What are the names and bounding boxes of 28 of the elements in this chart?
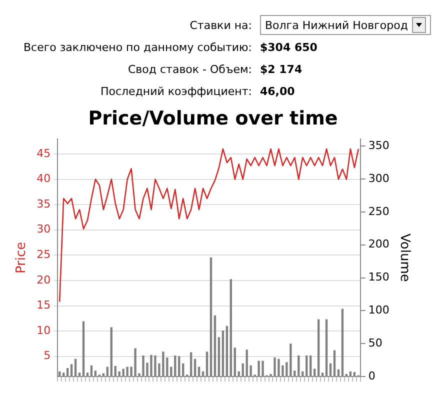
text: $2 174	[260, 62, 302, 76]
y-tick-label: 20	[36, 273, 51, 286]
text: $304 650	[260, 40, 318, 54]
y2-tick-label: 50	[368, 336, 382, 350]
y2-tick-label: 250	[368, 204, 390, 218]
y2-tick-label: 300	[368, 172, 390, 185]
y-tick-label: 5	[44, 349, 51, 362]
y-tick-label: 35	[36, 197, 51, 210]
y2-tick-label: 100	[368, 304, 390, 317]
y2-tick-label: 200	[368, 238, 390, 251]
text: Ставки на:	[188, 18, 253, 32]
y2-axis-title: Volume	[396, 234, 412, 282]
y-tick-label: 40	[36, 172, 51, 186]
y-tick-label: 15	[36, 298, 51, 312]
y-tick-label: 10	[36, 324, 51, 337]
y-tick-label: 45	[36, 146, 51, 160]
text: Последний коэффициент:	[99, 84, 253, 98]
text: 46,00	[260, 84, 295, 98]
text: Свод ставок - Объем:	[127, 62, 253, 76]
y-tick-label: 30	[36, 222, 51, 236]
y2-tick-label: 0	[368, 369, 376, 382]
chart-title: Price/Volume over time	[88, 107, 338, 130]
text: Волга Нижний Новгород	[265, 18, 408, 32]
y-tick-label: 25	[36, 248, 51, 262]
y2-tick-label: 350	[368, 138, 390, 152]
y2-tick-label: 150	[368, 270, 390, 284]
y-axis-title: Price	[14, 242, 30, 274]
text: Всего заключено по данному событию:	[22, 40, 253, 54]
